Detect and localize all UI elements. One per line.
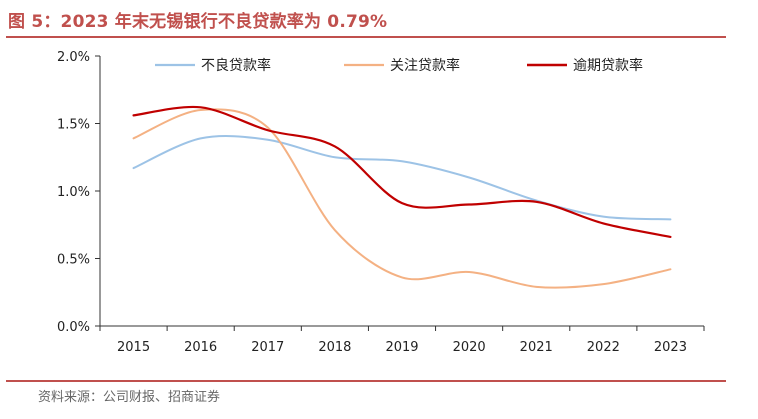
series-line-3 — [132, 105, 672, 238]
legend-label-2: 关注贷款率 — [390, 57, 460, 74]
x-tick-label: 2020 — [453, 340, 486, 355]
y-tick-label: 1.0% — [57, 185, 90, 200]
series-line-2 — [132, 108, 672, 289]
chart-legend: 不良贷款率 关注贷款率 逾期贷款率 — [155, 57, 643, 74]
y-tick-label: 2.0% — [57, 50, 90, 65]
chart-series — [132, 105, 672, 289]
chart-title: 图 5：2023 年末无锡银行不良贷款率为 0.79% — [8, 12, 388, 32]
footer-divider — [6, 380, 726, 382]
legend-label-3: 逾期贷款率 — [573, 57, 643, 74]
x-tick-label: 2018 — [318, 340, 351, 355]
legend-label-1: 不良贷款率 — [201, 57, 271, 74]
x-tick-label: 2021 — [520, 340, 553, 355]
y-tick-label: 1.5% — [57, 118, 90, 133]
x-tick-label: 2017 — [251, 340, 284, 355]
chart-axes: 2.0% 1.5% 1.0% 0.5% 0.0% 2015 2016 2017 2018 2019… — [57, 50, 705, 355]
title-divider — [6, 36, 726, 38]
x-tick-label: 2015 — [117, 340, 150, 355]
source-note: 资料来源：公司财报、招商证券 — [38, 390, 221, 405]
x-tick-label: 2019 — [385, 340, 418, 355]
y-tick-label: 0.5% — [57, 253, 90, 268]
x-tick-label: 2016 — [184, 340, 217, 355]
y-tick-label: 0.0% — [57, 320, 90, 335]
x-tick-label: 2022 — [587, 340, 620, 355]
series-line-1 — [132, 135, 672, 221]
x-tick-label: 2023 — [654, 340, 687, 355]
